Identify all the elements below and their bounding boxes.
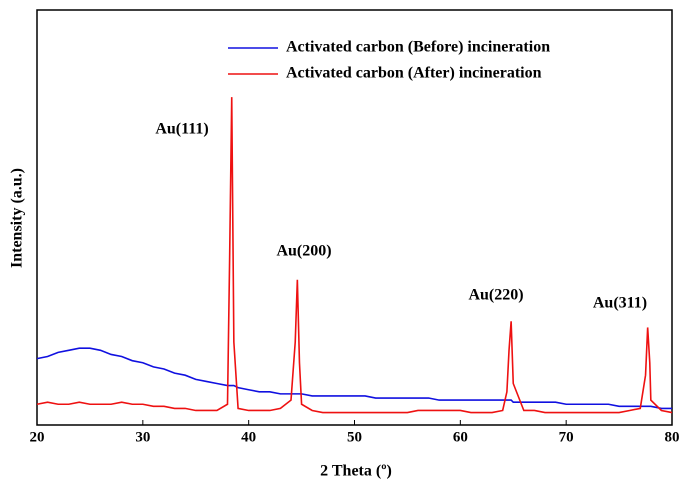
- x-tick-label: 60: [453, 429, 468, 445]
- x-axis-label: 2 Theta (º): [320, 463, 392, 480]
- y-axis-label: Intensity (a.u.): [9, 168, 26, 268]
- x-tick-label: 40: [241, 429, 256, 445]
- peak-annotation: Au(111): [155, 121, 208, 138]
- x-tick-label: 70: [559, 429, 574, 445]
- legend-label: Activated carbon (Before) incineration: [286, 39, 550, 56]
- peak-annotation: Au(200): [276, 243, 331, 260]
- series-line: [36, 97, 673, 414]
- x-tick-label: 20: [30, 429, 45, 445]
- legend-label: Activated carbon (After) incineration: [286, 65, 542, 82]
- series-line: [36, 347, 672, 410]
- x-tick-label: 80: [665, 429, 680, 445]
- x-tick-label: 50: [347, 429, 362, 445]
- peak-annotation: Au(311): [593, 295, 647, 312]
- x-tick-label: 30: [135, 429, 150, 445]
- peak-annotation: Au(220): [468, 287, 523, 304]
